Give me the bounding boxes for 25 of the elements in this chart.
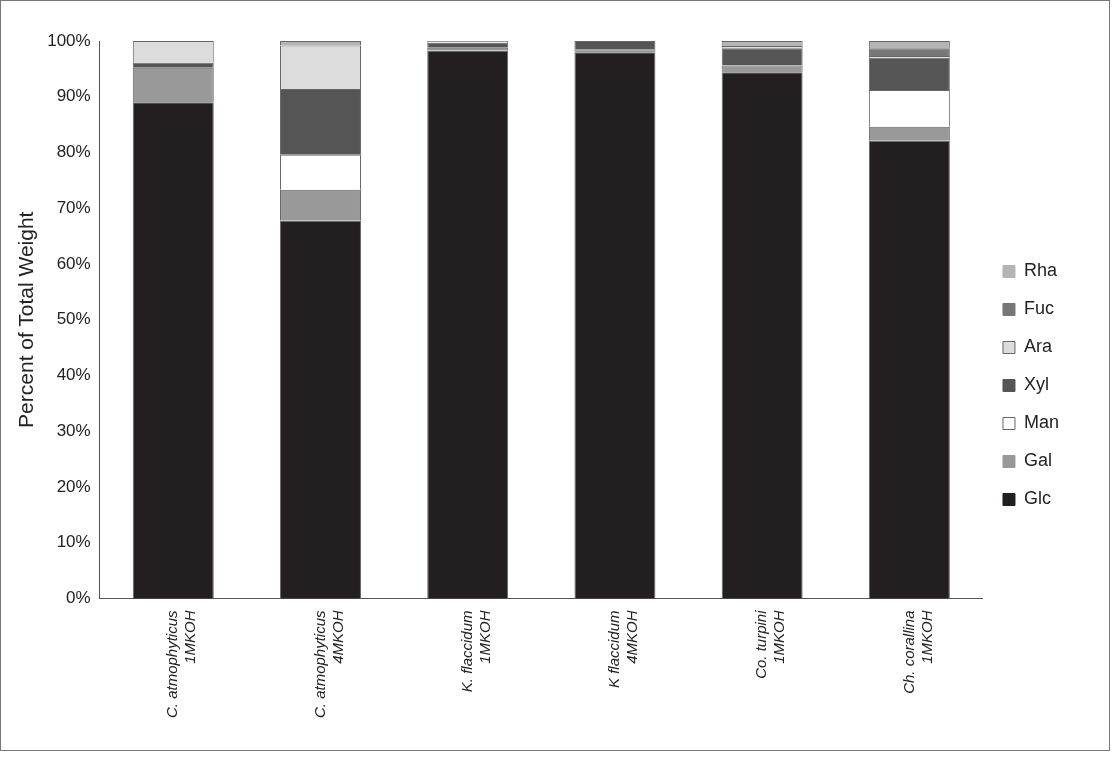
y-tick-label: 70% [56,197,91,217]
y-tick-label: 10% [56,532,91,552]
x-tick-label: K. flaccidum 1MKOH [457,610,493,693]
legend-label: Man [1023,412,1059,433]
legend-label: Xyl [1023,374,1049,395]
y-tick-label: 60% [56,253,91,273]
x-tick-label: C. atmophyticus 4MKOH [310,609,346,719]
x-tick-label: Ch. corallina 1MKOH [899,610,935,694]
y-tick-label: 30% [56,420,91,440]
x-tick-label: K flaccidum 4MKOH [605,610,641,688]
x-tick-label: C. atmophyticus 1MKOH [163,609,199,719]
legend-label: Glc [1023,488,1051,509]
y-tick-label: 80% [56,142,91,162]
legend-label: Fuc [1023,298,1054,319]
y-tick-label: 0% [66,588,91,608]
x-tick-label: Co. turpini 1MKOH [752,609,788,679]
y-axis-title: Percent of Total Weight [14,211,38,428]
y-tick-label: 40% [56,365,91,385]
y-tick-label: 50% [56,309,91,329]
legend-label: Ara [1023,336,1053,357]
y-tick-label: 90% [56,86,91,106]
y-tick-label: 20% [56,476,91,496]
legend-label: Rha [1023,260,1058,281]
legend-label: Gal [1023,450,1052,471]
y-tick-label: 100% [47,30,91,50]
